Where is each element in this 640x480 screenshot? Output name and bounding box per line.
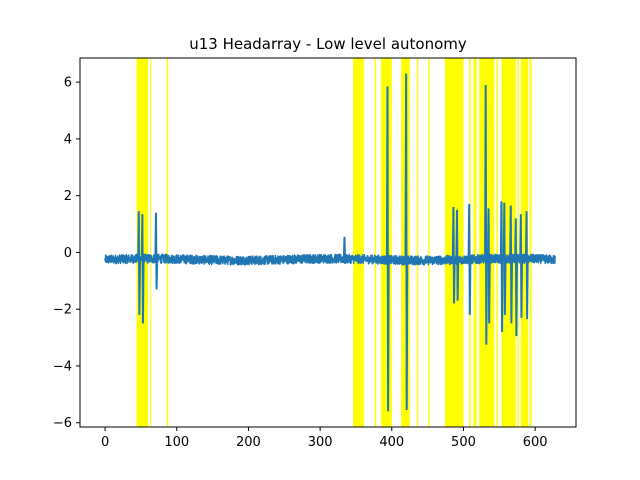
series-spike <box>455 209 460 301</box>
plot-area <box>79 57 577 428</box>
y-tick-label: 6 <box>64 76 72 91</box>
y-tick-label: −4 <box>53 359 72 374</box>
series-spike <box>499 201 504 332</box>
highlight-band <box>166 58 169 427</box>
series-spike <box>342 236 347 264</box>
series-spike <box>486 208 491 324</box>
highlight-band <box>150 58 152 427</box>
y-tick-label: 2 <box>64 189 72 204</box>
x-tick-label: 0 <box>101 435 109 450</box>
highlight-band <box>473 58 477 427</box>
y-axis: −6 −4 −2 0 2 4 6 <box>53 76 80 431</box>
highlight-band <box>529 58 532 427</box>
highlight-band <box>517 58 519 427</box>
series-spike <box>509 205 513 324</box>
series-spike <box>467 204 472 315</box>
y-tick-label: −6 <box>53 416 72 431</box>
highlight-band <box>374 58 377 427</box>
series-spike <box>524 211 529 320</box>
x-tick-label: 300 <box>308 435 333 450</box>
chart-title: u13 Headarray - Low level autonomy <box>189 35 467 53</box>
highlight-band <box>496 58 498 427</box>
x-tick-label: 100 <box>164 435 189 450</box>
series-spike <box>140 214 145 324</box>
plot-frame <box>79 57 577 428</box>
series-line <box>104 253 556 266</box>
series-spike <box>514 218 518 337</box>
highlight-band <box>428 58 430 427</box>
series-spike <box>154 212 159 290</box>
y-tick-label: 0 <box>64 246 72 261</box>
series-spike <box>385 86 390 412</box>
x-tick-label: 400 <box>379 435 404 450</box>
series-layer <box>104 73 556 412</box>
highlight-band <box>353 58 364 427</box>
series-spike <box>451 207 456 304</box>
series-spike <box>519 214 524 318</box>
x-tick-label: 200 <box>236 435 261 450</box>
series-spike <box>484 84 488 345</box>
series-spike <box>137 211 141 315</box>
series-spike <box>502 202 507 315</box>
highlight-band <box>501 58 516 427</box>
x-tick-label: 600 <box>523 435 548 450</box>
highlight-band <box>416 58 419 427</box>
y-tick-label: 4 <box>64 132 72 147</box>
series-spike <box>404 73 409 410</box>
x-tick-label: 500 <box>451 435 476 450</box>
x-axis: 0 100 200 300 400 500 600 <box>101 427 548 450</box>
highlight-band <box>520 58 528 427</box>
y-tick-label: −2 <box>53 303 72 318</box>
